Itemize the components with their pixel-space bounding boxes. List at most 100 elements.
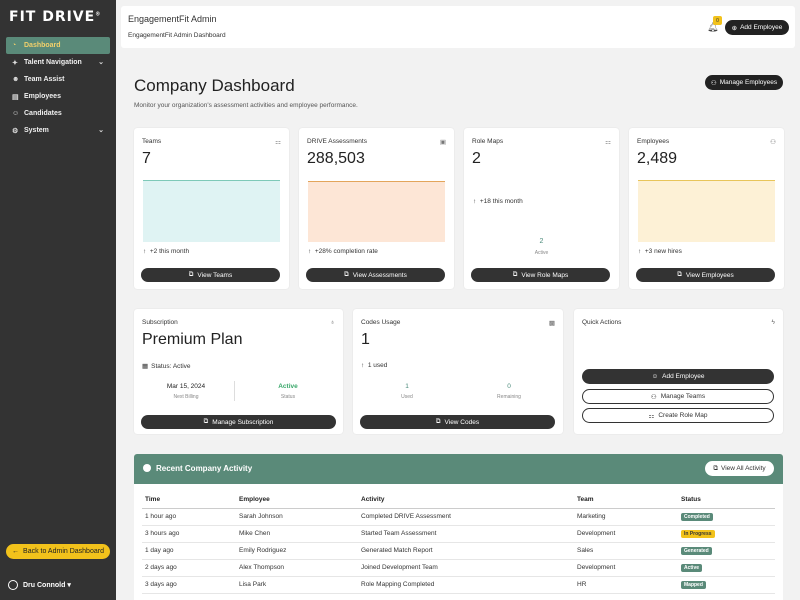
bolt-icon: ϟ: [771, 319, 775, 326]
external-link-icon: ⧉: [677, 271, 682, 278]
cell-team: Development: [574, 559, 678, 577]
users-icon: ⚇: [650, 393, 657, 401]
header-title: EngagementFit Admin: [128, 14, 217, 24]
view-employees-button[interactable]: ⧉ View Employees: [636, 268, 775, 282]
cell-employee: Emily Rodriguez: [236, 542, 358, 560]
qr-code-icon: ▩: [548, 320, 555, 327]
status-badge: Generated: [681, 546, 712, 555]
cell-status: Mapped: [678, 576, 775, 594]
cell-employee: Sarah Johnson: [236, 508, 358, 526]
cell-employee: Lisa Park: [236, 576, 358, 594]
view-teams-button[interactable]: ⧉ View Teams: [141, 268, 280, 282]
subscription-card: Subscription ♁ Premium Plan ▦ Status: Act…: [134, 309, 343, 434]
gear-icon: ⚙: [12, 127, 19, 135]
external-link-icon: ⧉: [344, 271, 349, 278]
divider: [234, 381, 235, 401]
sidebar-item-team-assist[interactable]: ☻ Team Assist: [6, 71, 110, 88]
cell-status: In Progress: [678, 525, 775, 543]
stat-card-employees: Employees ⚇ 2,489 ↑ +3 new hires ⧉ View E…: [629, 128, 784, 289]
view-all-activity-button[interactable]: ⧉ View All Activity: [705, 461, 774, 476]
stat-value: 7: [142, 150, 151, 167]
sidebar-item-dashboard[interactable]: ◔ Dashboard: [6, 37, 110, 54]
card-label: Quick Actions: [582, 319, 622, 326]
table-header-row: Time Employee Activity Team Status: [142, 492, 775, 509]
manage-employees-button[interactable]: ⚇ Manage Employees: [705, 75, 783, 90]
cell-time: 3 days ago: [142, 576, 236, 594]
clock-icon: [143, 464, 151, 472]
cell-activity: Joined Development Team: [358, 559, 574, 577]
cell-time: 1 day ago: [142, 542, 236, 560]
sidebar-item-label: Candidates: [24, 110, 62, 117]
table-row[interactable]: 2 days ago Alex Thompson Joined Developmen…: [142, 559, 775, 577]
cell-time: 1 hour ago: [142, 508, 236, 526]
stat-value: 2: [472, 150, 481, 167]
stat-value: 2,489: [637, 150, 678, 167]
sitemap-icon: ⚏: [648, 412, 655, 420]
stat-label: DRIVE Assessments: [307, 138, 367, 145]
view-codes-button[interactable]: ⧉ View Codes: [360, 415, 555, 429]
status-badge: Mapped: [681, 580, 706, 589]
cell-team: Development: [574, 525, 678, 543]
quick-manage-teams-button[interactable]: ⚇ Manage Teams: [582, 389, 774, 404]
gauge-icon: ◔: [12, 42, 17, 49]
stat-change: ↑ +18 this month: [473, 198, 523, 205]
status-badge: Active: [681, 563, 703, 572]
app-logo[interactable]: FIT DRIVE®: [9, 9, 102, 25]
cell-status: Completed: [678, 508, 775, 526]
notification-badge: 0: [713, 16, 722, 25]
subscription-status: ▦ Status: Active: [142, 363, 191, 370]
table-row[interactable]: 1 day ago Emily Rodriguez Generated Match …: [142, 542, 775, 560]
trend-area: [638, 180, 775, 242]
users-icon: ⚇: [770, 139, 776, 146]
codes-value: 1: [361, 331, 370, 348]
quick-actions-card: Quick Actions ϟ ☺ Add Employee ⚇ Manage Te…: [574, 309, 783, 434]
cell-employee: Alex Thompson: [236, 559, 358, 577]
sidebar-item-talent-navigation[interactable]: ✦ Talent Navigation ⌄: [6, 54, 110, 71]
remaining-count: 0 Remaining: [497, 383, 521, 400]
page-title: Company Dashboard: [134, 76, 295, 95]
sidebar-item-label: Employees: [24, 93, 61, 100]
sidebar-item-label: Talent Navigation: [24, 59, 82, 66]
sidebar-nav: ◔ Dashboard ✦ Talent Navigation ⌄ ☻ Team Ass…: [6, 37, 110, 139]
cell-team: Sales: [574, 542, 678, 560]
stat-change: ↑ +28% completion rate: [308, 248, 378, 255]
column-header: Employee: [236, 492, 358, 509]
stat-change: ↑ +2 this month: [143, 248, 190, 255]
id-card-icon: ▤: [12, 93, 19, 101]
user-menu[interactable]: Dru Connold ▾: [8, 580, 71, 590]
calendar-icon: ▦: [142, 363, 149, 370]
trend-area-chart: [308, 181, 445, 242]
chevron-down-icon: ⌄: [98, 127, 104, 134]
stat-card-teams: Teams ⚏ 7 ↑ +2 this month ⧉ View Teams: [134, 128, 289, 289]
status-badge: Completed: [681, 512, 713, 521]
sitemap-icon: ⚏: [605, 139, 611, 146]
table-row[interactable]: 3 days ago Lisa Park Role Mapping Complete…: [142, 576, 775, 594]
page-subtitle: Monitor your organization's assessment a…: [134, 102, 358, 109]
view-role-maps-button[interactable]: ⧉ View Role Maps: [471, 268, 610, 282]
clipboard-icon: ▣: [439, 139, 446, 146]
manage-subscription-button[interactable]: ⧉ Manage Subscription: [141, 415, 336, 429]
view-assessments-button[interactable]: ⧉ View Assessments: [306, 268, 445, 282]
quick-add-employee-button[interactable]: ☺ Add Employee: [582, 369, 774, 384]
table-row[interactable]: 3 hours ago Mike Chen Started Team Assessm…: [142, 525, 775, 543]
sidebar-item-system[interactable]: ⚙ System ⌄: [6, 122, 110, 139]
sidebar: FIT DRIVE® ◔ Dashboard ✦ Talent Navigation…: [0, 0, 116, 600]
table-row[interactable]: 1 hour ago Sarah Johnson Completed DRIVE A…: [142, 508, 775, 526]
user-plus-icon: ☺: [12, 110, 20, 117]
cell-time: 2 days ago: [142, 559, 236, 577]
sidebar-item-label: Team Assist: [24, 76, 65, 83]
caret-down-icon: ▾: [67, 582, 71, 589]
bell-icon[interactable]: 🔔︎: [707, 22, 719, 32]
external-link-icon: ⧉: [188, 271, 194, 278]
sidebar-item-employees[interactable]: ▤ Employees: [6, 88, 110, 105]
quick-create-role-map-button[interactable]: ⚏ Create Role Map: [582, 408, 774, 423]
sidebar-item-candidates[interactable]: ☺ Candidates: [6, 105, 110, 122]
recent-activity-panel: Recent Company Activity ⧉ View All Activi…: [134, 454, 783, 600]
codes-used: ↑ 1 used: [361, 362, 388, 369]
status-summary: Active Status: [278, 383, 298, 400]
back-to-admin-button[interactable]: ← Back to Admin Dashboard: [6, 544, 110, 559]
stat-card-assessments: DRIVE Assessments ▣ 288,503 ↑ +28% compl…: [299, 128, 454, 289]
cell-status: Generated: [678, 542, 775, 560]
active-label: Active: [534, 250, 549, 256]
add-employee-button[interactable]: ⊕ Add Employee: [725, 20, 789, 35]
